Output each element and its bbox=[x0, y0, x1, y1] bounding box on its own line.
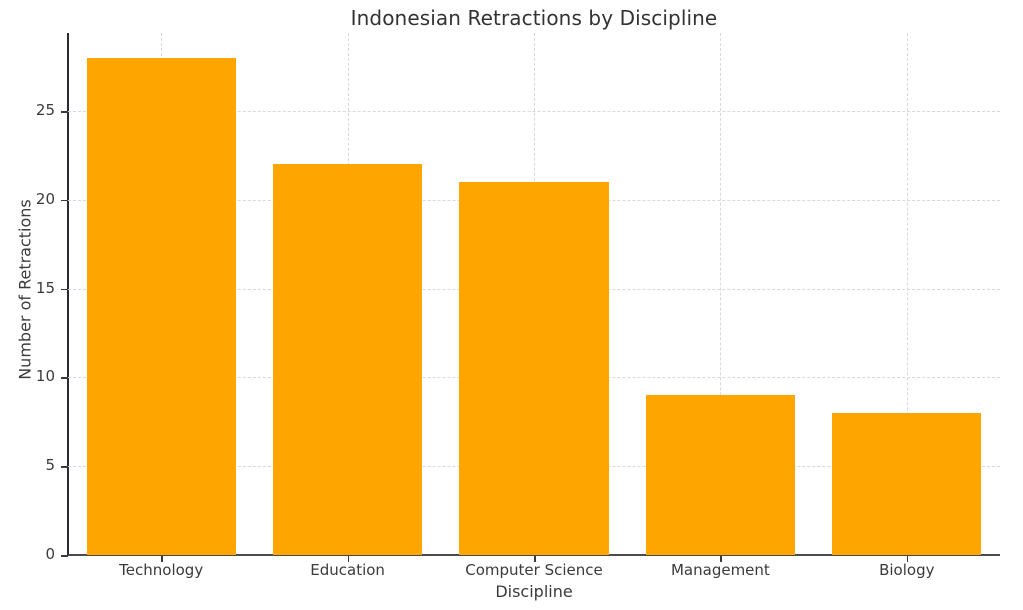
x-axis-label: Discipline bbox=[495, 582, 573, 601]
bar[interactable] bbox=[645, 395, 795, 555]
y-axis-spine bbox=[67, 33, 69, 556]
y-axis-label: Number of Retractions bbox=[15, 199, 35, 380]
y-tick-label: 0 bbox=[45, 545, 55, 563]
x-tick-mark bbox=[347, 556, 350, 562]
x-axis-spine bbox=[68, 554, 1000, 556]
y-tick-label: 5 bbox=[45, 456, 55, 475]
x-tick-mark bbox=[161, 556, 163, 562]
x-tick-label: Education bbox=[310, 561, 385, 579]
bar[interactable] bbox=[459, 182, 609, 555]
y-tick-mark bbox=[61, 466, 68, 468]
bar[interactable] bbox=[832, 412, 982, 555]
y-tick-label: 25 bbox=[35, 101, 55, 120]
x-tick-label: Computer Science bbox=[465, 561, 603, 579]
chart-title: Indonesian Retractions by Discipline bbox=[350, 6, 718, 30]
y-tick-mark bbox=[61, 199, 68, 202]
x-tick-label: Technology bbox=[119, 561, 204, 579]
x-tick-mark bbox=[906, 556, 909, 562]
y-tick-mark bbox=[61, 111, 68, 113]
x-tick-mark bbox=[534, 556, 536, 562]
bar[interactable] bbox=[273, 164, 423, 555]
x-tick-mark bbox=[720, 556, 722, 562]
x-tick-label: Management bbox=[670, 561, 770, 579]
y-tick-mark bbox=[61, 288, 68, 291]
gridline-vertical bbox=[906, 33, 908, 555]
y-tick-mark bbox=[61, 555, 68, 557]
y-tick-label: 20 bbox=[35, 189, 55, 208]
y-tick-label: 15 bbox=[35, 278, 55, 297]
gridline-vertical bbox=[720, 33, 722, 555]
y-tick-label: 10 bbox=[35, 367, 55, 386]
plot-area bbox=[68, 33, 1000, 555]
y-tick-mark bbox=[61, 377, 68, 380]
x-tick-label: Biology bbox=[879, 561, 935, 579]
bar[interactable] bbox=[86, 57, 236, 555]
